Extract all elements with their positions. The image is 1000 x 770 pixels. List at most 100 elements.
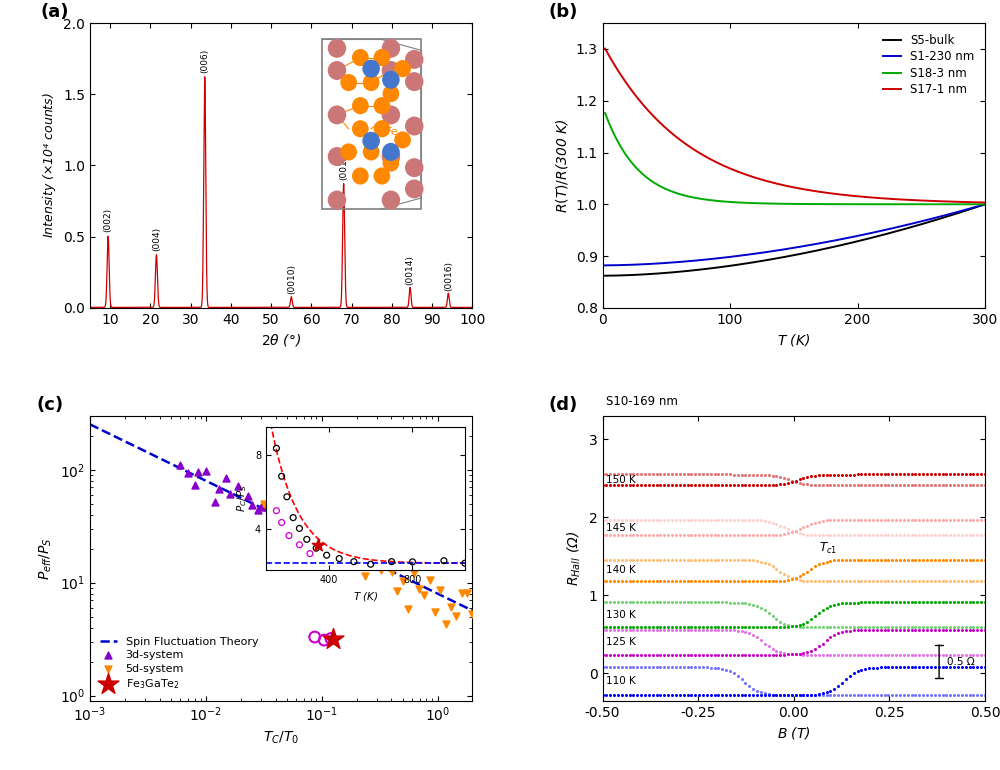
Spin Fluctuation Theory [159, 457, 171, 466]
5d-system [277, 521, 293, 534]
S18-3 nm [638, 170, 650, 179]
S18-3 nm [979, 199, 991, 209]
Text: (d): (d) [549, 397, 578, 414]
3d-system [299, 521, 315, 533]
5d-system [400, 603, 416, 615]
S1-230 nm [766, 246, 778, 256]
S17-1 nm [753, 174, 765, 183]
S18-3 nm [766, 199, 778, 208]
5d-system [395, 574, 411, 587]
S5-bulk [766, 255, 778, 264]
5d-system [304, 521, 320, 533]
S5-bulk [860, 235, 872, 244]
Text: $T_{c1}$: $T_{c1}$ [819, 541, 837, 556]
5d-system [464, 608, 480, 620]
Text: 150 K: 150 K [606, 475, 636, 485]
S5-bulk [599, 271, 611, 280]
Spin Fluctuation Theory [108, 432, 120, 441]
Line: S5-bulk: S5-bulk [605, 204, 985, 276]
Spin Fluctuation Theory [490, 618, 502, 627]
3d-system [253, 500, 269, 513]
5d-system [336, 559, 352, 571]
S1-230 nm [902, 220, 914, 229]
X-axis label: $T_C/T_0$: $T_C/T_0$ [263, 730, 299, 746]
Y-axis label: $R_{Hall}$ (Ω): $R_{Hall}$ (Ω) [566, 531, 583, 586]
Text: (0014): (0014) [406, 255, 415, 285]
3d-system [265, 524, 281, 536]
5d-system [427, 606, 443, 618]
S18-3 nm [599, 109, 611, 118]
5d-system [266, 507, 282, 520]
Text: (006): (006) [200, 49, 209, 73]
Spin Fluctuation Theory [455, 601, 467, 610]
5d-system [389, 584, 405, 597]
5d-system [309, 535, 325, 547]
Text: (a): (a) [40, 3, 69, 22]
Text: 130 K: 130 K [606, 610, 636, 620]
Text: 125 K: 125 K [606, 638, 636, 648]
3d-system [277, 517, 293, 529]
Text: (0010): (0010) [287, 264, 296, 294]
3d-system [268, 512, 284, 524]
3d-system [211, 483, 227, 495]
Y-axis label: $Intensity$ (×10⁴ counts): $Intensity$ (×10⁴ counts) [41, 92, 58, 239]
S1-230 nm [979, 199, 991, 209]
3d-system [222, 488, 238, 500]
Line: S18-3 nm: S18-3 nm [605, 113, 985, 204]
Line: S17-1 nm: S17-1 nm [605, 49, 985, 203]
5d-system [261, 511, 277, 523]
S1-230 nm [638, 259, 650, 269]
Point [307, 631, 323, 643]
3d-system [230, 480, 246, 492]
S17-1 nm [902, 196, 914, 205]
3d-system [259, 500, 275, 513]
3d-system [296, 537, 312, 549]
Spin Fluctuation Theory [84, 420, 96, 429]
5d-system [283, 516, 299, 528]
3d-system [250, 504, 266, 516]
3d-system [207, 495, 223, 507]
Text: (b): (b) [549, 3, 578, 22]
3d-system [172, 459, 188, 471]
5d-system [347, 546, 363, 558]
Line: S1-230 nm: S1-230 nm [605, 204, 985, 266]
3d-system [218, 472, 234, 484]
S18-3 nm [902, 199, 914, 209]
X-axis label: $B$ (T): $B$ (T) [777, 725, 811, 741]
S17-1 nm [638, 101, 650, 110]
3d-system [198, 464, 214, 477]
Text: 0.5 Ω: 0.5 Ω [947, 657, 974, 667]
Legend: Spin Fluctuation Theory, 3d-system, 5d-system, Fe$_3$GaTe$_2$: Spin Fluctuation Theory, 3d-system, 5d-s… [96, 632, 263, 695]
Point [316, 634, 332, 646]
S18-3 nm [860, 199, 872, 209]
Y-axis label: $R(T)/R$(300 K): $R(T)/R$(300 K) [554, 119, 570, 213]
S5-bulk [753, 257, 765, 266]
Point [323, 632, 339, 644]
3d-system [310, 537, 326, 550]
S5-bulk [902, 223, 914, 233]
3d-system [187, 479, 203, 491]
S5-bulk [895, 226, 907, 235]
5d-system [331, 542, 347, 554]
5d-system [448, 610, 464, 622]
5d-system [373, 564, 389, 577]
3d-system [292, 534, 308, 546]
5d-system [315, 533, 331, 545]
5d-system [357, 570, 373, 582]
3d-system [240, 490, 256, 502]
3d-system [303, 530, 319, 542]
Text: (0012): (0012) [339, 150, 348, 179]
3d-system [244, 499, 260, 511]
Spin Fluctuation Theory [192, 472, 204, 481]
3d-system [311, 533, 327, 545]
S18-3 nm [895, 199, 907, 209]
Line: Spin Fluctuation Theory: Spin Fluctuation Theory [90, 424, 496, 622]
5d-system [352, 547, 368, 559]
Spin Fluctuation Theory [100, 427, 112, 437]
3d-system [316, 530, 332, 542]
S17-1 nm [766, 178, 778, 187]
3d-system [274, 517, 290, 530]
S1-230 nm [753, 249, 765, 258]
S1-230 nm [599, 261, 611, 270]
5d-system [379, 546, 395, 558]
